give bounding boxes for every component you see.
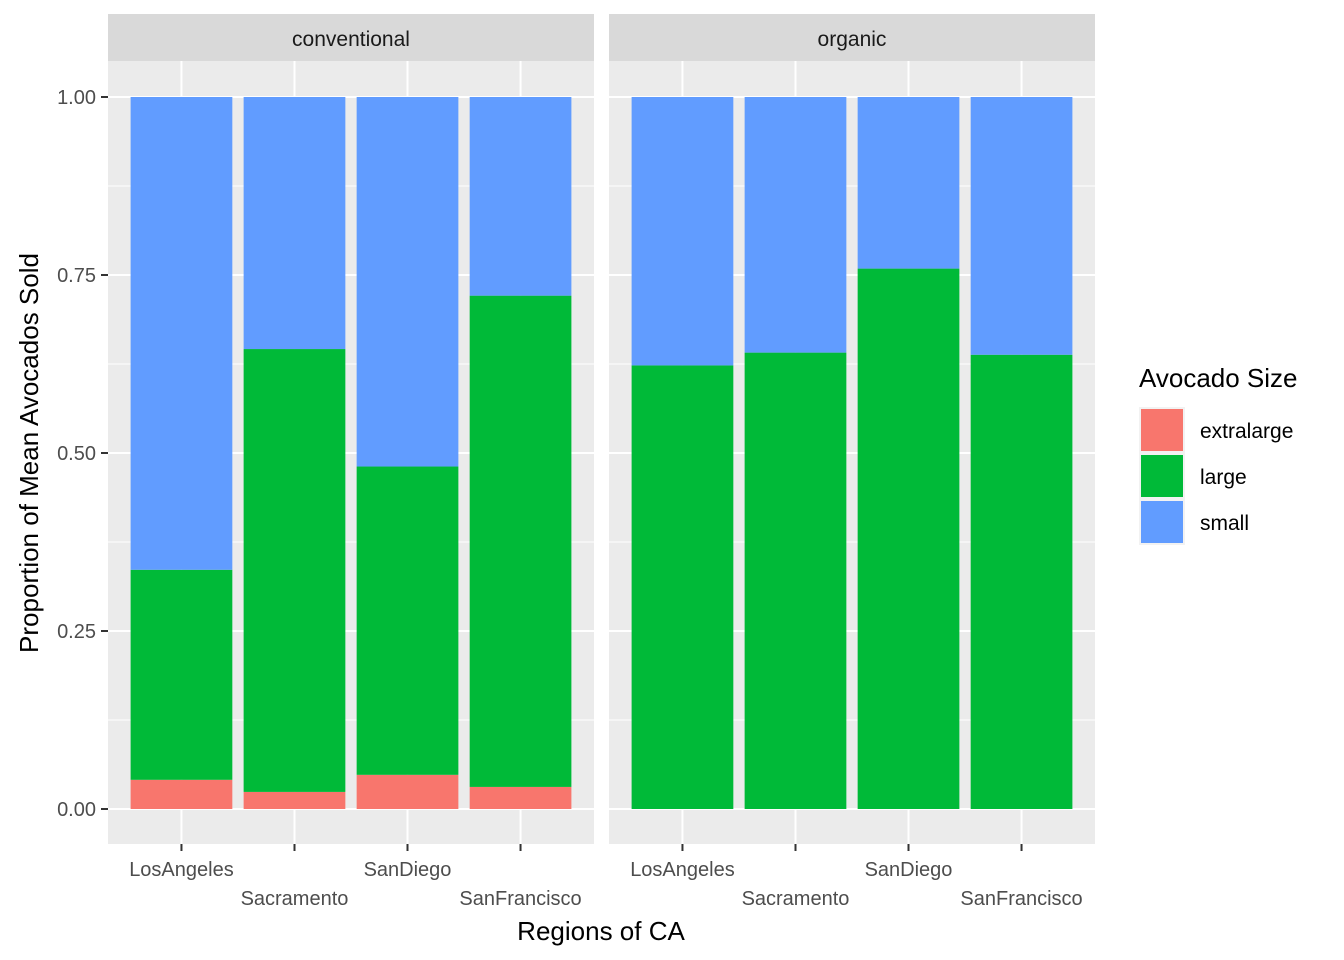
legend-label-small: small: [1200, 512, 1249, 535]
bar-conventional-Sacramento-extralarge: [243, 791, 346, 809]
bar-conventional-LosAngeles-large: [130, 569, 233, 780]
x-tick-label-conventional-SanDiego: SanDiego: [364, 859, 452, 881]
facet-label-conventional: conventional: [292, 28, 410, 51]
legend-swatch-small: [1141, 501, 1183, 543]
legend-swatch-large: [1141, 455, 1183, 497]
x-tick-label-organic-SanDiego: SanDiego: [865, 859, 953, 881]
legend-label-extralarge: extralarge: [1200, 420, 1293, 443]
bar-organic-LosAngeles-small: [631, 97, 734, 366]
bar-conventional-SanFrancisco-small: [469, 97, 572, 296]
x-tick-label-organic-LosAngeles: LosAngeles: [630, 859, 735, 881]
bar-conventional-Sacramento-small: [243, 97, 346, 350]
x-tick-label-organic-SanFrancisco: SanFrancisco: [960, 888, 1082, 910]
bar-organic-LosAngeles-large: [631, 365, 734, 809]
bar-organic-Sacramento-small: [744, 97, 847, 353]
legend-title: Avocado Size: [1139, 363, 1298, 393]
y-axis-title: Proportion of Mean Avocados Sold: [14, 253, 44, 653]
facet-strip-organic: [609, 14, 1095, 61]
bar-conventional-SanDiego-large: [356, 466, 459, 775]
legend-label-large: large: [1200, 466, 1247, 489]
bar-organic-SanDiego-large: [857, 268, 960, 809]
x-tick-label-organic-Sacramento: Sacramento: [742, 888, 850, 910]
legend-swatch-extralarge: [1141, 409, 1183, 451]
facet-label-organic: organic: [818, 28, 887, 51]
y-tick-label: 0.25: [57, 621, 96, 643]
y-tick-label: 1.00: [57, 87, 96, 109]
bar-organic-SanFrancisco-large: [970, 354, 1073, 809]
x-tick-label-conventional-LosAngeles: LosAngeles: [129, 859, 234, 881]
bar-organic-SanFrancisco-small: [970, 97, 1073, 355]
bar-organic-Sacramento-large: [744, 352, 847, 809]
facet-strip-conventional: [108, 14, 594, 61]
bar-conventional-SanDiego-small: [356, 97, 459, 467]
bar-conventional-SanFrancisco-large: [469, 295, 572, 787]
bar-organic-SanDiego-small: [857, 97, 960, 269]
bar-conventional-LosAngeles-small: [130, 97, 233, 570]
y-tick-label: 0.50: [57, 443, 96, 465]
bar-conventional-Sacramento-large: [243, 349, 346, 792]
bar-conventional-SanFrancisco-extralarge: [469, 786, 572, 809]
x-tick-label-conventional-SanFrancisco: SanFrancisco: [459, 888, 581, 910]
bar-conventional-LosAngeles-extralarge: [130, 779, 233, 809]
y-tick-label: 0.00: [57, 799, 96, 821]
bar-conventional-SanDiego-extralarge: [356, 774, 459, 809]
x-tick-label-conventional-Sacramento: Sacramento: [241, 888, 349, 910]
y-tick-label: 0.75: [57, 265, 96, 287]
x-axis-title: Regions of CA: [517, 916, 685, 946]
